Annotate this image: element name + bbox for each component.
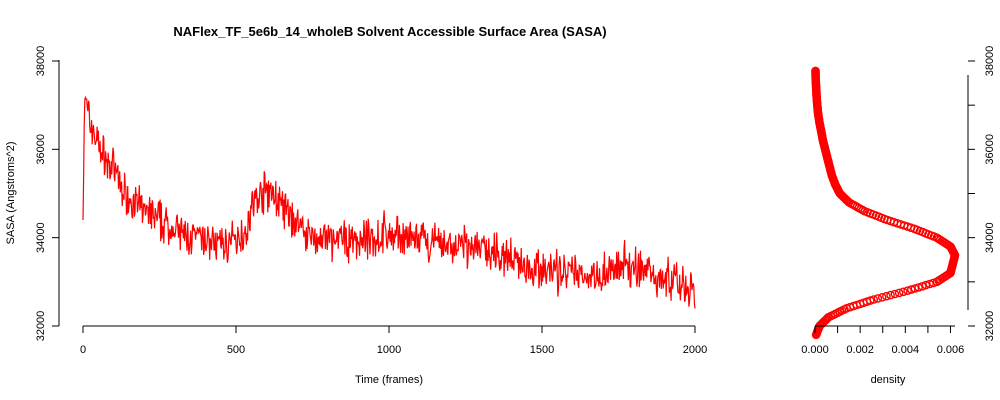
density-y-tick-label: 38000: [984, 46, 996, 77]
timeseries-x-ticks: 0 500 1000 1500 2000: [80, 326, 707, 356]
density-point: [899, 287, 908, 297]
density-point: [925, 279, 934, 289]
density-curve: [811, 66, 960, 340]
density-x-label: density: [871, 374, 906, 386]
density-point: [890, 289, 900, 299]
density-y-tick-label: 36000: [984, 134, 996, 165]
density-panel: 0.000 0.002 0.004 0.006 32000 34000 36000 3800…: [801, 46, 996, 386]
timeseries-y-ticks: 32000 34000 36000 38000: [35, 46, 59, 342]
timeseries-line: [82, 95, 696, 309]
density-point: [914, 283, 923, 292]
density-y-ticks: 32000 34000 36000 38000: [968, 46, 996, 342]
density-y-tick-label: 34000: [984, 222, 996, 253]
timeseries-x-tick-label: 500: [227, 344, 245, 356]
timeseries-x-label: Time (frames): [355, 374, 423, 386]
density-x-tick-label: 0.002: [846, 344, 874, 356]
timeseries-panel: 0 500 1000 1500 2000 32000 34000 36000 38000 Ti…: [5, 46, 707, 386]
timeseries-x-tick-label: 0: [80, 344, 86, 356]
density-point: [882, 291, 891, 301]
density-x-tick-label: 0.006: [937, 344, 965, 356]
density-y-tick-label: 32000: [984, 311, 996, 342]
density-point: [894, 288, 904, 298]
density-point: [873, 294, 883, 303]
density-point: [903, 286, 912, 296]
density-point: [869, 295, 879, 304]
density-point: [811, 66, 820, 76]
timeseries-y-tick-label: 34000: [35, 222, 47, 253]
density-x-tick-label: 0.000: [801, 344, 829, 356]
timeseries-y-tick-label: 38000: [35, 46, 47, 77]
timeseries-y-label: SASA (Angstroms^2): [5, 142, 17, 245]
density-point: [886, 290, 895, 300]
timeseries-x-tick-label: 2000: [683, 344, 707, 356]
timeseries-x-tick-label: 1000: [377, 344, 401, 356]
timeseries-y-tick-label: 32000: [35, 311, 47, 342]
density-point: [910, 284, 920, 293]
density-x-ticks: 0.000 0.002 0.004 0.006: [801, 326, 964, 356]
density-x-tick-label: 0.004: [892, 344, 920, 356]
density-point: [918, 281, 927, 291]
density-point: [934, 234, 943, 244]
timeseries-y-tick-label: 36000: [35, 134, 47, 165]
chart-title: NAFlex_TF_5e6b_14_wholeB Solvent Accessi…: [173, 24, 606, 39]
density-point: [921, 280, 931, 290]
density-point: [929, 278, 938, 288]
density-point: [877, 292, 887, 302]
timeseries-x-tick-label: 1500: [530, 344, 554, 356]
density-point: [907, 285, 916, 294]
